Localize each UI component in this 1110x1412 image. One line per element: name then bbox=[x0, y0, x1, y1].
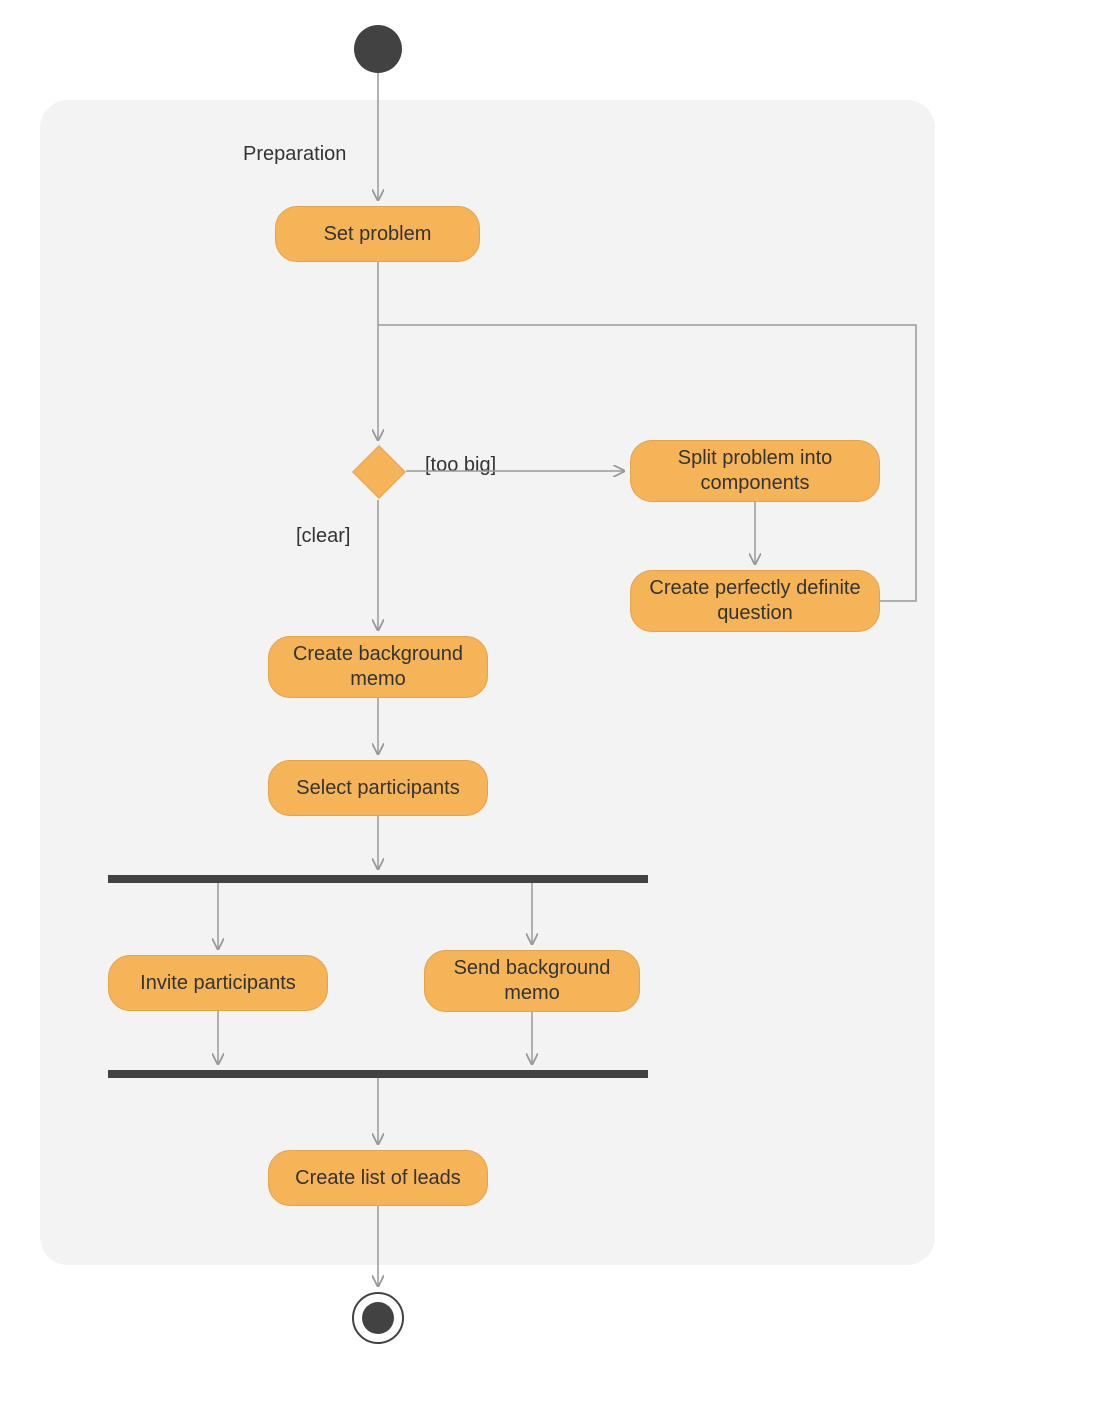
fork-bar bbox=[108, 875, 648, 883]
activity-set-problem: Set problem bbox=[275, 206, 480, 262]
final-node-dot bbox=[362, 1302, 394, 1334]
activity-send-background-memo: Send background memo bbox=[424, 950, 640, 1012]
activity-definite-question: Create perfectly definite question bbox=[630, 570, 880, 632]
label-preparation: Preparation bbox=[243, 143, 346, 166]
activity-split-problem: Split problem into components bbox=[630, 440, 880, 502]
initial-node bbox=[354, 25, 402, 73]
activity-create-list-leads: Create list of leads bbox=[268, 1150, 488, 1206]
activity-background-memo: Create background memo bbox=[268, 636, 488, 698]
label-clear: [clear] bbox=[296, 525, 350, 548]
join-bar bbox=[108, 1070, 648, 1078]
activity-diagram: Set problem Split problem into component… bbox=[0, 0, 1110, 1412]
diagram-frame bbox=[40, 100, 935, 1265]
activity-select-participants: Select participants bbox=[268, 760, 488, 816]
activity-invite-participants: Invite participants bbox=[108, 955, 328, 1011]
label-too-big: [too big] bbox=[425, 454, 496, 477]
